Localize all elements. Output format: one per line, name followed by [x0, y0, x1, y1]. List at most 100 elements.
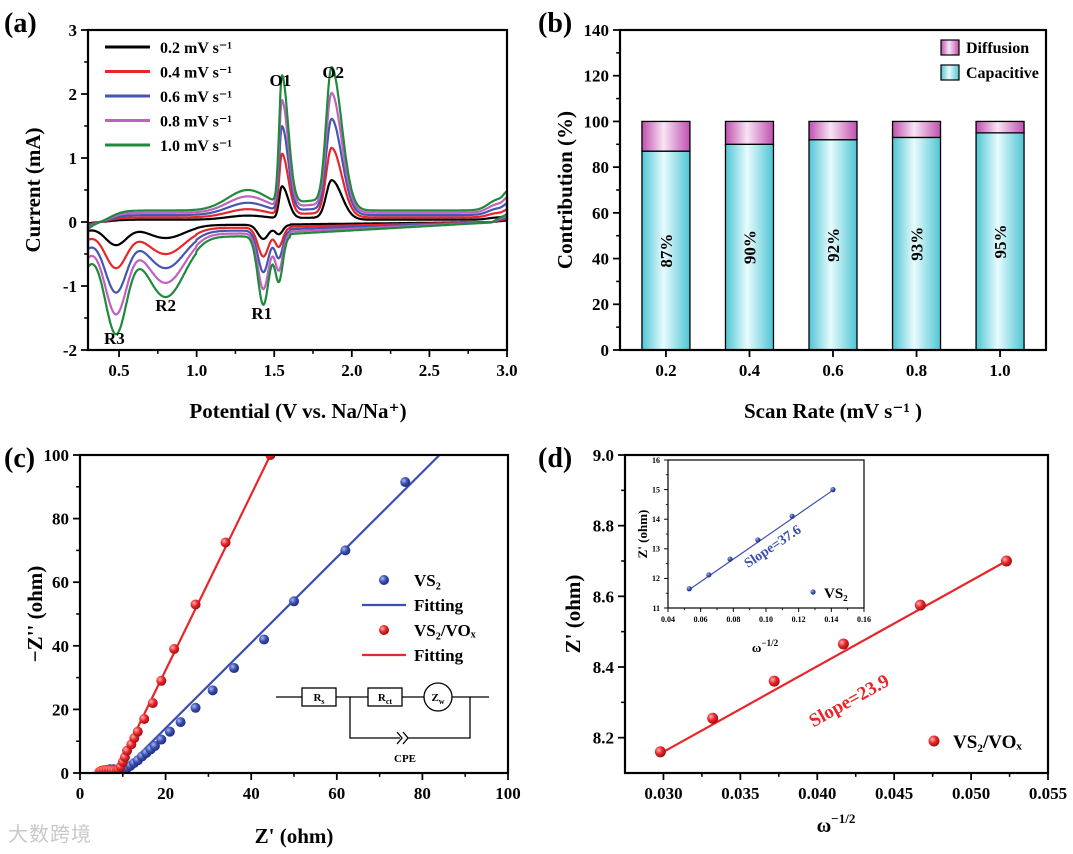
data-point: [139, 713, 150, 724]
legend-label: 0.8 mV s⁻¹: [160, 114, 232, 131]
data-point: [207, 685, 218, 696]
bar-diffusion: [641, 120, 691, 152]
legend-label: 0.4 mV s⁻¹: [160, 65, 232, 82]
fit-line: [659, 560, 1008, 755]
data-point: [768, 675, 780, 687]
bar-data-label: 93%: [908, 227, 927, 261]
y-tick-label: 80: [52, 510, 69, 529]
data-point: [707, 712, 719, 724]
x-tick-label: 3.0: [496, 361, 517, 380]
data-point: [259, 634, 270, 645]
cpe-element: [402, 731, 409, 745]
data-point: [837, 638, 849, 650]
y-tick-label: 15: [652, 485, 660, 494]
x-axis-label-sup: −1/2: [831, 811, 855, 826]
label-zw-sub: w: [439, 697, 445, 706]
x-tick-label: 0.16: [857, 615, 871, 624]
data-point: [149, 740, 160, 751]
y-tick-label: 140: [584, 21, 610, 40]
y-tick-label: 13: [652, 545, 660, 554]
label-rs-sub: s: [321, 697, 324, 706]
x-axis-label: Potential (V vs. Na/Na⁺): [189, 399, 406, 423]
legend-marker: [379, 575, 389, 585]
legend: VS₂ Fitting VS₂/VOₓ Fitting: [362, 571, 476, 665]
data-point: [914, 599, 926, 611]
legend-marker: [379, 625, 389, 635]
legend-swatch: [940, 64, 960, 81]
inset-x-label-main: ω: [752, 640, 762, 655]
y-tick-label: 60: [52, 573, 69, 592]
inset-data-point: [727, 556, 733, 562]
y-tick-label: 120: [584, 67, 610, 86]
fit-line: [114, 455, 272, 773]
panel-label: (a): [4, 8, 37, 39]
x-tick-label: 0.045: [875, 784, 913, 803]
bar-data-label: 87%: [657, 234, 676, 268]
data-point: [340, 545, 351, 556]
inset-x-label-sup: −1/2: [761, 638, 778, 648]
bar-capacitive: [641, 150, 691, 351]
x-tick-label: 1.0: [989, 361, 1010, 380]
y-tick-label: 20: [52, 700, 69, 719]
data-point: [164, 726, 175, 737]
label-rct-main: R: [378, 692, 387, 704]
x-tick-label: 60: [328, 784, 345, 803]
panel-label: (b): [538, 8, 572, 39]
data-point: [654, 746, 666, 758]
y-tick-label: 9.0: [593, 446, 614, 465]
y-axis-label: Contribution (%): [553, 111, 577, 269]
x-tick-label: 0.14: [824, 615, 838, 624]
bar-diffusion: [724, 120, 775, 145]
panel-label: (c): [4, 443, 35, 474]
cpe-element: [396, 731, 403, 745]
x-tick-label: 0.04: [661, 615, 675, 624]
legend-label: VS₂/VOₓ: [953, 732, 1022, 753]
x-tick-label: 0.06: [694, 615, 708, 624]
peak-annotation: O1: [270, 71, 292, 90]
y-tick-label: -1: [63, 277, 77, 296]
x-tick-label: 0.5: [108, 361, 129, 380]
y-tick-label: 60: [592, 204, 609, 223]
data-point: [147, 698, 158, 709]
inset-background: [668, 460, 864, 608]
x-tick-label: 0.2: [655, 361, 676, 380]
y-tick-label: 1: [69, 149, 78, 168]
y-tick-label: 0: [61, 764, 70, 783]
x-tick-label: 0.040: [798, 784, 836, 803]
x-tick-label: 0.030: [644, 784, 682, 803]
data-point: [220, 537, 231, 548]
data-point: [132, 726, 143, 737]
x-axis-label-main: ω: [817, 815, 832, 837]
data-point: [175, 717, 186, 728]
data-point: [289, 596, 299, 607]
legend: Diffusion Capacitive: [940, 39, 1039, 82]
legend-label: Fitting: [414, 646, 464, 665]
x-tick-label: 1.5: [264, 361, 285, 380]
x-axis-label: Scan Rate (mV s⁻¹ ): [744, 399, 922, 423]
data-point: [229, 663, 240, 674]
y-tick-label: 0: [69, 213, 78, 232]
x-tick-label: 80: [414, 784, 431, 803]
legend-label: 0.6 mV s⁻¹: [160, 89, 232, 106]
bar-data-label: 90%: [740, 230, 759, 264]
y-axis-label: Current (mA): [21, 127, 45, 252]
cv-curve-series-2: [86, 117, 509, 294]
y-tick-label: 11: [652, 604, 660, 613]
data-point: [156, 734, 167, 745]
data-point: [190, 599, 201, 610]
y-tick-label: 8.2: [593, 729, 614, 748]
equivalent-circuit-diagram: [276, 682, 489, 745]
y-tick-label: 3: [69, 21, 78, 40]
label-rct: Rct: [378, 692, 393, 706]
legend-marker: [928, 735, 940, 747]
x-tick-label: 0.055: [1029, 784, 1067, 803]
peak-annotation: O2: [322, 63, 344, 82]
y-tick-label: 12: [652, 574, 660, 583]
wire: [349, 697, 400, 739]
fit-line: [119, 455, 441, 773]
x-tick-label: 2.5: [419, 361, 440, 380]
panel-d-warburg-chart: 0.030 0.035 0.040 0.045 0.050 0.055 8.2 8.4 8.6 8…: [561, 446, 1067, 837]
y-tick-label: 100: [584, 112, 610, 131]
label-cpe: CPE: [394, 753, 416, 765]
